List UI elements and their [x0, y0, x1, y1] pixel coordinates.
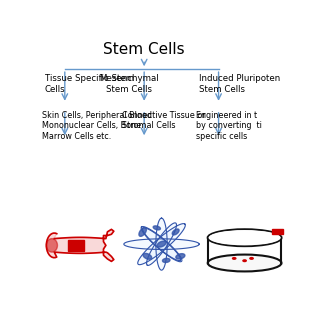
Text: Engineered in t
by converting  ti
specific cells: Engineered in t by converting ti specifi…	[196, 111, 262, 141]
Text: Tissue Specific Stem
Cells: Tissue Specific Stem Cells	[45, 74, 134, 93]
Text: Skin Cells, Peripheral Blood
Mononuclear Cells, Bone
Marrow Cells etc.: Skin Cells, Peripheral Blood Mononuclear…	[43, 111, 152, 141]
Text: Induced Pluripoten
Stem Cells: Induced Pluripoten Stem Cells	[199, 74, 280, 93]
Text: Mesenchymal
Stem Cells: Mesenchymal Stem Cells	[100, 74, 159, 93]
Text: Stem Cells: Stem Cells	[103, 42, 185, 57]
Text: Connective Tissue or
Stromal Cells: Connective Tissue or Stromal Cells	[122, 111, 205, 131]
